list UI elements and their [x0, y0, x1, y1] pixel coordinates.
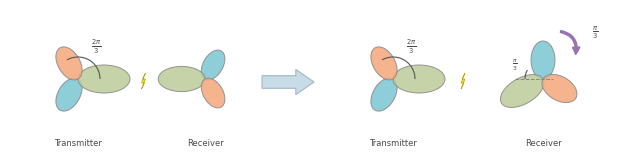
Ellipse shape [500, 75, 544, 107]
FancyArrowPatch shape [561, 31, 580, 54]
Ellipse shape [542, 74, 577, 103]
Text: $\frac{\pi}{3}$: $\frac{\pi}{3}$ [592, 25, 598, 41]
Ellipse shape [202, 50, 225, 80]
Ellipse shape [158, 66, 205, 92]
Ellipse shape [56, 78, 82, 111]
FancyArrow shape [262, 69, 314, 95]
Polygon shape [461, 73, 465, 89]
Text: Receiver: Receiver [525, 140, 561, 148]
Ellipse shape [371, 78, 397, 111]
Text: Receiver: Receiver [187, 140, 223, 148]
Ellipse shape [371, 47, 397, 80]
Text: $\frac{2\pi}{3}$: $\frac{2\pi}{3}$ [406, 38, 416, 56]
Ellipse shape [202, 78, 225, 108]
Text: Transmitter: Transmitter [369, 140, 417, 148]
Ellipse shape [78, 65, 130, 93]
Ellipse shape [56, 47, 82, 80]
Text: Transmitter: Transmitter [54, 140, 102, 148]
Ellipse shape [531, 41, 555, 79]
Text: $\frac{\pi}{3}$: $\frac{\pi}{3}$ [512, 57, 518, 73]
Ellipse shape [393, 65, 445, 93]
Text: $\frac{2\pi}{3}$: $\frac{2\pi}{3}$ [91, 38, 101, 56]
Polygon shape [141, 73, 145, 89]
